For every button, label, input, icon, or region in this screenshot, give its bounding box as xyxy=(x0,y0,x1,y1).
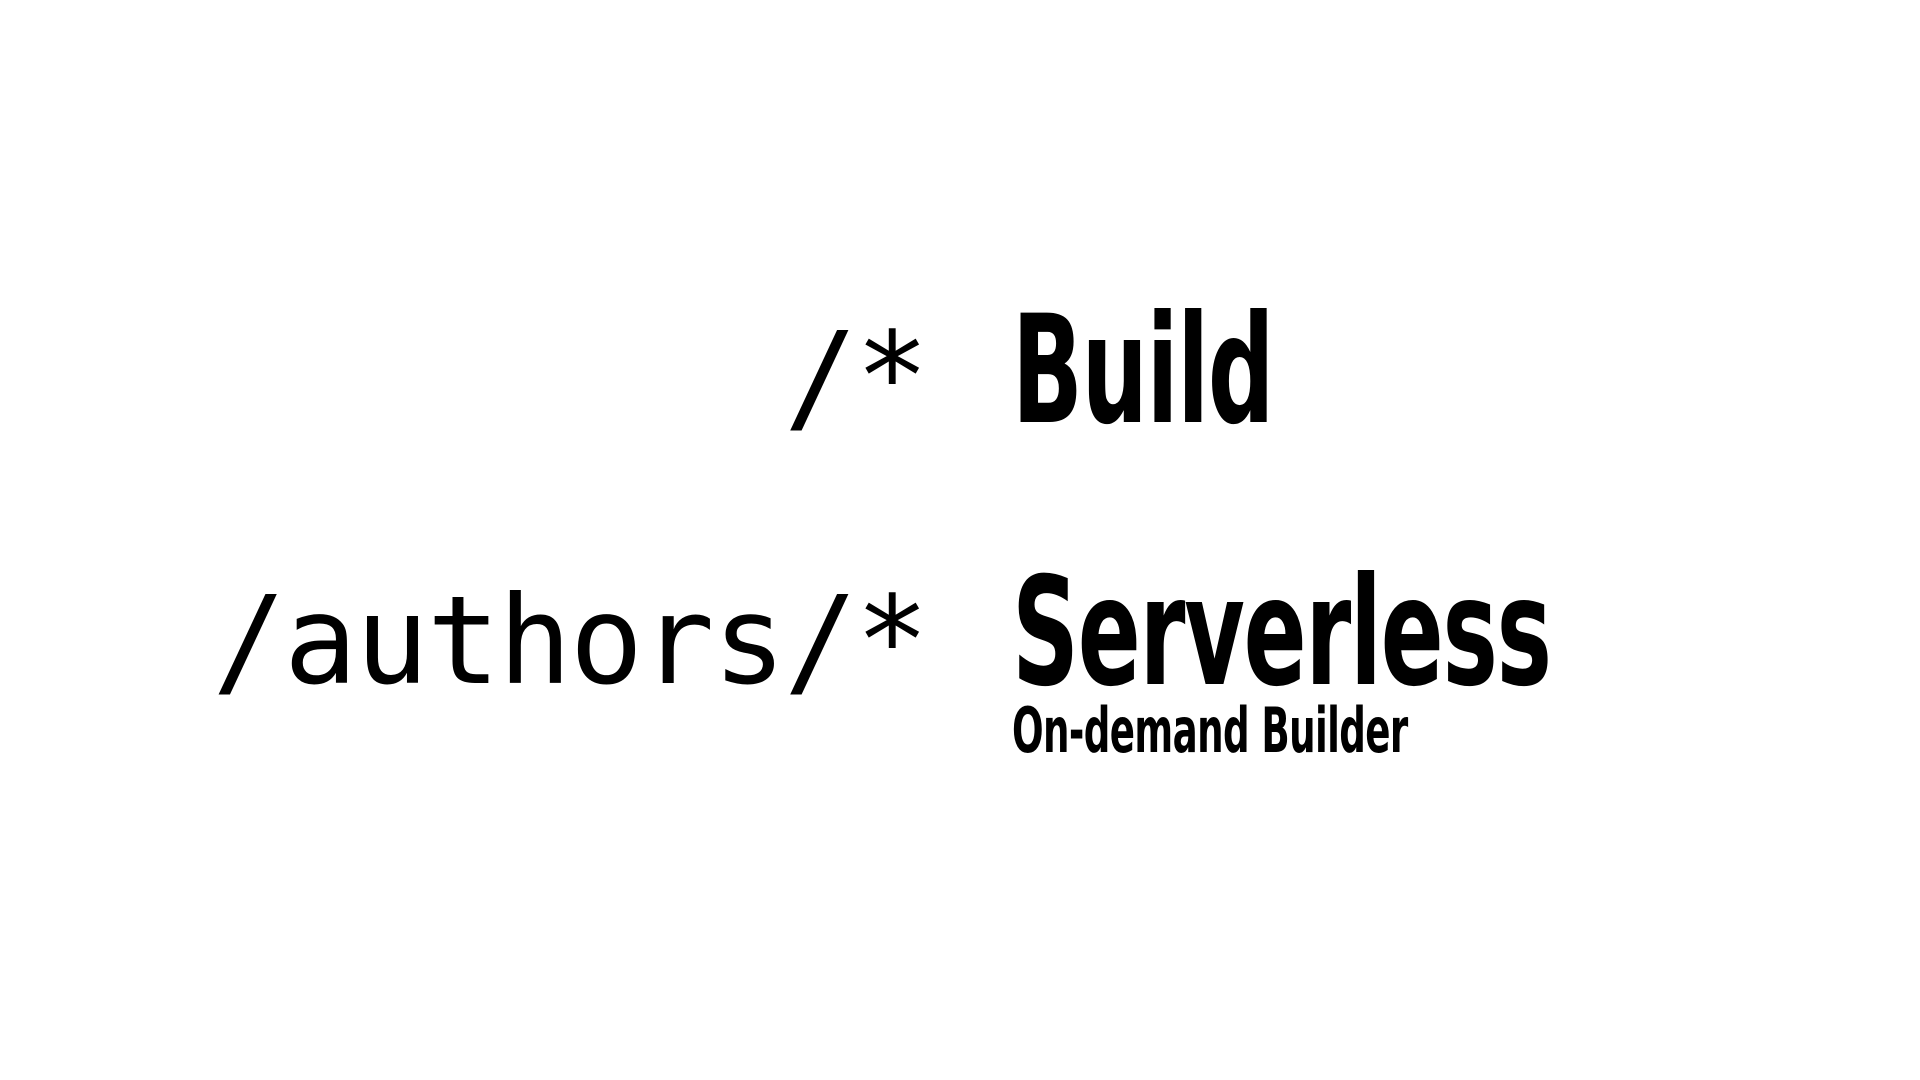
render-mode-serverless-subtitle: On-demand Builder xyxy=(1012,694,1408,767)
route-pattern-authors: /authors/* xyxy=(212,570,929,712)
render-mode-serverless: Serverless xyxy=(1012,546,1552,720)
render-mode-build: Build xyxy=(1012,284,1274,458)
route-pattern-root: /* xyxy=(784,306,929,448)
